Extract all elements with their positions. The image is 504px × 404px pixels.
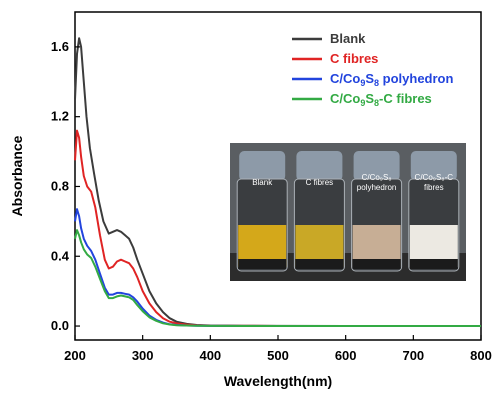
y-axis-title: Absorbance	[9, 135, 25, 216]
vial-sediment	[409, 259, 458, 269]
x-axis-title: Wavelength(nm)	[224, 373, 332, 389]
x-tick-label: 600	[335, 348, 357, 363]
vial-cap	[239, 151, 286, 181]
vial-sediment	[352, 259, 401, 269]
y-tick-label: 0.4	[51, 248, 70, 263]
series-line-3	[74, 229, 481, 327]
legend-label-part: S	[365, 71, 374, 86]
vial-label: C/Co₉S₈-C	[415, 173, 454, 182]
y-tick-label: 1.6	[51, 39, 69, 54]
vial: C fibres	[293, 151, 345, 272]
y-tick-label: 0.0	[51, 318, 69, 333]
vial-cap	[353, 151, 400, 181]
series-layer	[74, 37, 481, 327]
y-tick-label: 0.8	[51, 178, 69, 193]
legend-label-part: polyhedron	[379, 71, 453, 86]
plot-area: 200 300 400 500 600 700 800 0.0 0.4 0.8 1.2 1.6	[51, 11, 492, 363]
y-axis-ticks: 0.0 0.4 0.8 1.2 1.6	[51, 39, 80, 333]
vial-label: C fibres	[306, 178, 334, 187]
legend-label-part: -C fibres	[379, 91, 432, 106]
legend-label: C/Co9S8-C fibres	[330, 91, 432, 108]
legend-label-part: 8	[374, 98, 379, 108]
legend-label-part: 9	[360, 98, 365, 108]
x-tick-label: 700	[402, 348, 424, 363]
y-tick-label: 1.2	[51, 109, 69, 124]
legend-label-part: C/Co	[330, 91, 360, 106]
legend-label: Blank	[330, 31, 366, 46]
x-tick-label: 300	[132, 348, 154, 363]
vial-cap	[296, 151, 343, 181]
legend-label-part: 9	[360, 78, 365, 88]
vial-label: C/Co₉S₈	[362, 173, 392, 182]
vial-sediment	[238, 259, 287, 269]
vial: Blank	[236, 151, 288, 272]
vial-label: fibres	[424, 183, 444, 192]
vial-label: Blank	[252, 178, 273, 187]
vial-cap	[410, 151, 457, 181]
x-tick-label: 500	[267, 348, 289, 363]
vial-label: polyhedron	[357, 183, 397, 192]
legend-label: C/Co9S8 polyhedron	[330, 71, 453, 88]
legend-label-part: 8	[374, 78, 379, 88]
legend-label: C fibres	[330, 51, 378, 66]
legend-label-part: C/Co	[330, 71, 360, 86]
vial-sediment	[295, 259, 344, 269]
x-tick-label: 200	[64, 348, 86, 363]
inset-photo: Blank C fibresC/Co₉S₈polyhedronC/Co₉S₈-Cf…	[230, 143, 466, 281]
x-tick-label: 800	[470, 348, 492, 363]
legend-label-part: S	[365, 91, 374, 106]
x-tick-label: 400	[199, 348, 221, 363]
x-axis-ticks: 200 300 400 500 600 700 800	[64, 335, 492, 363]
